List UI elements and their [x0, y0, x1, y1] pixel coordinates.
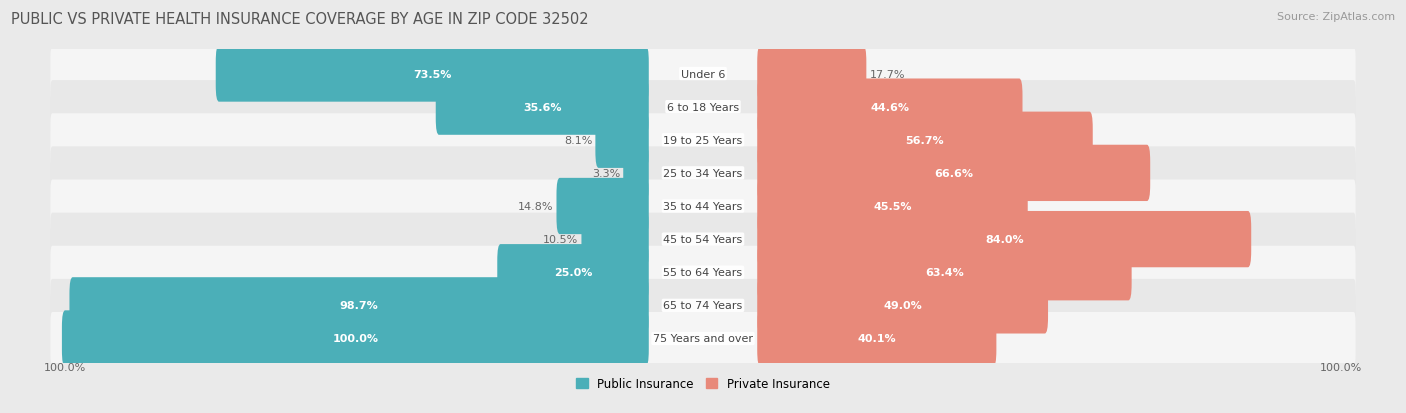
Text: 73.5%: 73.5% [413, 69, 451, 79]
Text: 45.5%: 45.5% [873, 202, 911, 211]
Text: 100.0%: 100.0% [332, 334, 378, 344]
Text: 66.6%: 66.6% [934, 169, 973, 178]
FancyBboxPatch shape [758, 145, 1150, 202]
FancyBboxPatch shape [215, 46, 648, 102]
FancyBboxPatch shape [436, 79, 648, 135]
Text: 98.7%: 98.7% [340, 301, 378, 311]
FancyBboxPatch shape [758, 79, 1022, 135]
Text: Source: ZipAtlas.com: Source: ZipAtlas.com [1277, 12, 1395, 22]
FancyBboxPatch shape [51, 246, 1355, 299]
FancyBboxPatch shape [623, 145, 648, 202]
FancyBboxPatch shape [62, 311, 648, 367]
FancyBboxPatch shape [51, 312, 1355, 365]
Text: 63.4%: 63.4% [925, 268, 963, 278]
FancyBboxPatch shape [758, 311, 997, 367]
FancyBboxPatch shape [582, 211, 648, 268]
Text: 75 Years and over: 75 Years and over [652, 334, 754, 344]
FancyBboxPatch shape [758, 211, 1251, 268]
Text: 45 to 54 Years: 45 to 54 Years [664, 235, 742, 244]
FancyBboxPatch shape [51, 114, 1355, 167]
Text: 56.7%: 56.7% [905, 135, 945, 145]
Text: Under 6: Under 6 [681, 69, 725, 79]
Text: 6 to 18 Years: 6 to 18 Years [666, 102, 740, 112]
Text: 8.1%: 8.1% [564, 135, 592, 145]
FancyBboxPatch shape [758, 112, 1092, 169]
Text: 10.5%: 10.5% [543, 235, 578, 244]
Text: 17.7%: 17.7% [869, 69, 905, 79]
FancyBboxPatch shape [51, 279, 1355, 332]
FancyBboxPatch shape [69, 278, 648, 334]
Text: 35 to 44 Years: 35 to 44 Years [664, 202, 742, 211]
Text: 35.6%: 35.6% [523, 102, 561, 112]
Text: 25.0%: 25.0% [554, 268, 592, 278]
FancyBboxPatch shape [758, 278, 1047, 334]
FancyBboxPatch shape [51, 213, 1355, 266]
FancyBboxPatch shape [595, 112, 648, 169]
FancyBboxPatch shape [758, 46, 866, 102]
FancyBboxPatch shape [758, 244, 1132, 301]
Text: 40.1%: 40.1% [858, 334, 896, 344]
FancyBboxPatch shape [51, 147, 1355, 200]
FancyBboxPatch shape [498, 244, 648, 301]
Text: PUBLIC VS PRIVATE HEALTH INSURANCE COVERAGE BY AGE IN ZIP CODE 32502: PUBLIC VS PRIVATE HEALTH INSURANCE COVER… [11, 12, 589, 27]
FancyBboxPatch shape [51, 180, 1355, 233]
FancyBboxPatch shape [51, 81, 1355, 134]
Text: 19 to 25 Years: 19 to 25 Years [664, 135, 742, 145]
Text: 84.0%: 84.0% [986, 235, 1024, 244]
Text: 100.0%: 100.0% [44, 363, 86, 373]
Text: 100.0%: 100.0% [1320, 363, 1362, 373]
Text: 44.6%: 44.6% [870, 102, 910, 112]
Text: 55 to 64 Years: 55 to 64 Years [664, 268, 742, 278]
FancyBboxPatch shape [557, 178, 648, 235]
Text: 14.8%: 14.8% [517, 202, 554, 211]
FancyBboxPatch shape [758, 178, 1028, 235]
Text: 49.0%: 49.0% [883, 301, 922, 311]
FancyBboxPatch shape [51, 48, 1355, 101]
Text: 3.3%: 3.3% [592, 169, 620, 178]
Text: 25 to 34 Years: 25 to 34 Years [664, 169, 742, 178]
Text: 65 to 74 Years: 65 to 74 Years [664, 301, 742, 311]
Legend: Public Insurance, Private Insurance: Public Insurance, Private Insurance [571, 373, 835, 395]
